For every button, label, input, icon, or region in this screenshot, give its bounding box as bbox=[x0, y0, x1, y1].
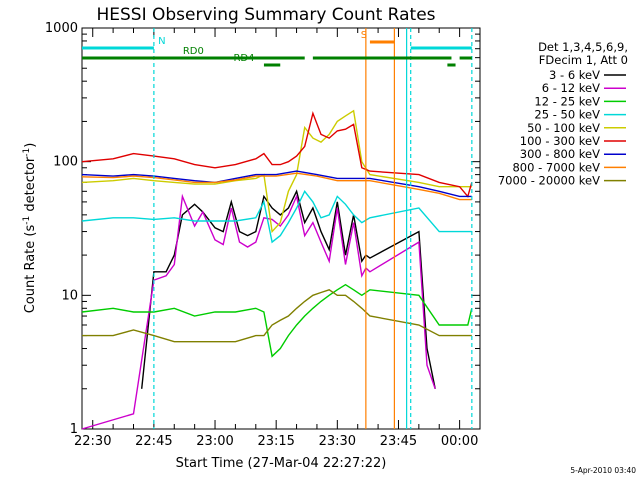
y-axis-label-exp: -1 bbox=[22, 216, 32, 225]
flag-label-n: N bbox=[158, 36, 165, 47]
x-axis: 22:30 22:45 23:00 23:15 23:30 23:45 00:00 bbox=[74, 28, 481, 449]
series-line-2 bbox=[81, 193, 436, 430]
series-layer bbox=[81, 109, 473, 430]
y-tick-label: 1 bbox=[70, 422, 78, 437]
x-tick-label: 23:00 bbox=[196, 434, 233, 449]
vertical-lines-layer bbox=[153, 28, 473, 429]
series-line-3 bbox=[81, 283, 473, 358]
x-tick-label: 22:30 bbox=[74, 434, 111, 449]
y-axis-label-close: ) bbox=[23, 143, 38, 148]
series-line-5 bbox=[81, 109, 472, 234]
series-line-6 bbox=[81, 110, 473, 198]
y-axis-label: Count Rate (s-1 detector-1) bbox=[22, 143, 38, 314]
chart-title: HESSI Observing Summary Count Rates bbox=[96, 5, 435, 25]
y-tick-label: 100 bbox=[53, 155, 78, 170]
legend-label-5: 50 - 100 keV bbox=[527, 121, 600, 135]
y-axis-label-unit: detector bbox=[23, 156, 38, 212]
legend-header-line-1: Det 1,3,4,5,6,9, bbox=[538, 40, 628, 54]
x-tick-label: 23:15 bbox=[257, 434, 294, 449]
legend-label-6: 100 - 300 keV bbox=[520, 134, 600, 148]
footer-timestamp: 5-Apr-2010 03:40 bbox=[570, 466, 636, 475]
x-tick-label: 22:45 bbox=[135, 434, 172, 449]
legend-label-9: 7000 - 20000 keV bbox=[498, 174, 600, 188]
x-axis-label: Start Time (27-Mar-04 22:27:22) bbox=[176, 456, 387, 471]
legend-label-7: 300 - 800 keV bbox=[520, 147, 600, 161]
legend-header-line-2: FDecim 1, Att 0 bbox=[539, 53, 628, 67]
series-line-9 bbox=[82, 289, 472, 343]
flag-label-rd4: RD4 bbox=[233, 53, 254, 64]
x-tick-label: 23:45 bbox=[380, 434, 417, 449]
plot-area bbox=[81, 27, 481, 430]
y-axis-label-main: Count Rate (s bbox=[23, 225, 38, 314]
flag-bars-layer: N S RD0 RD4 bbox=[82, 30, 472, 67]
series-line-7 bbox=[81, 170, 472, 198]
legend-label-2: 6 - 12 keV bbox=[542, 81, 600, 95]
flag-label-rd0: RD0 bbox=[183, 46, 204, 57]
x-tick-label: 23:30 bbox=[319, 434, 356, 449]
flag-label-s: S bbox=[361, 30, 367, 41]
legend-label-1: 3 - 6 keV bbox=[549, 68, 600, 82]
series-line-1 bbox=[141, 189, 436, 389]
y-axis: 1 10 100 1000 bbox=[45, 21, 480, 437]
y-tick-label: 10 bbox=[61, 288, 78, 303]
legend: Det 1,3,4,5,6,9, FDecim 1, Att 0 3 - 6 k… bbox=[498, 40, 628, 188]
y-axis-label-unit-exp: -1 bbox=[22, 148, 32, 157]
legend-label-3: 12 - 25 keV bbox=[534, 94, 600, 108]
x-tick-label: 00:00 bbox=[441, 434, 478, 449]
y-tick-label: 1000 bbox=[45, 21, 78, 36]
legend-label-4: 25 - 50 keV bbox=[534, 108, 600, 122]
legend-label-8: 800 - 7000 keV bbox=[512, 160, 600, 174]
series-line-8 bbox=[81, 172, 472, 201]
plot-frame bbox=[81, 27, 481, 430]
